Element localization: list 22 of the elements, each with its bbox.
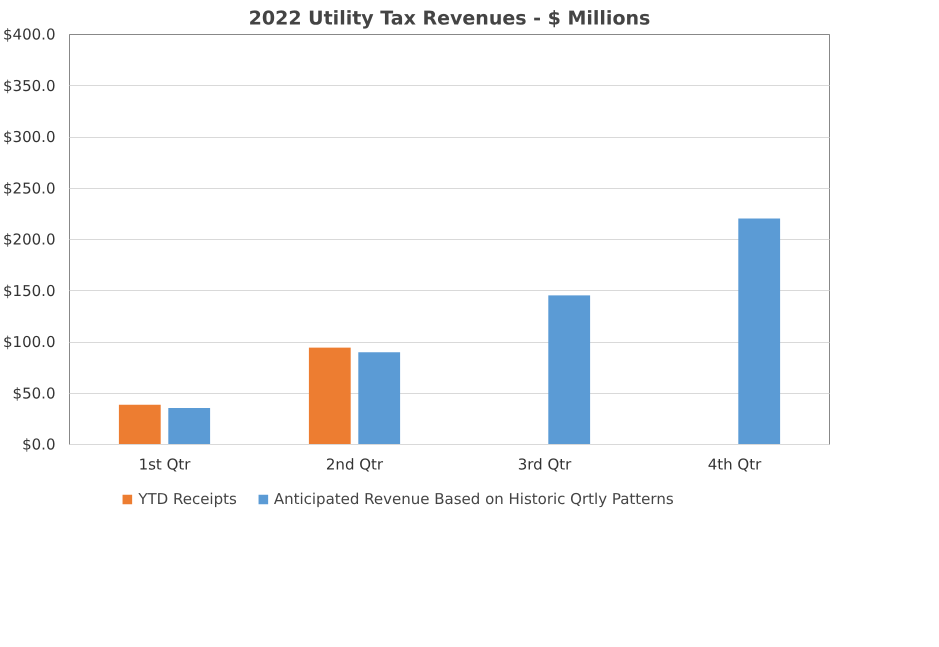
x-tick-label: 3rd Qtr: [518, 456, 572, 474]
x-tick-label: 1st Qtr: [138, 456, 192, 474]
y-tick-label: $50.0: [12, 384, 56, 402]
y-tick-label: $300.0: [3, 128, 56, 146]
bar: [118, 404, 161, 444]
y-tick-label: $0.0: [22, 436, 56, 454]
bar: [548, 295, 590, 444]
y-tick-label: $400.0: [3, 26, 56, 44]
legend-label: Anticipated Revenue Based on Historic Qrtly Patterns: [274, 490, 674, 508]
bar: [308, 348, 351, 444]
bar: [358, 352, 400, 444]
x-tick-label: 2nd Qtr: [326, 456, 384, 474]
bar: [168, 408, 210, 444]
y-tick-label: $350.0: [3, 76, 56, 95]
x-tick-label: 4th Qtr: [708, 456, 762, 474]
chart-title: 2022 Utility Tax Revenues - $ Millions: [248, 8, 650, 30]
y-tick-label: $100.0: [3, 333, 56, 351]
bar: [738, 218, 780, 444]
y-tick-label: $150.0: [3, 282, 56, 300]
y-tick-label: $250.0: [3, 179, 56, 198]
legend-label: YTD Receipts: [138, 490, 237, 508]
y-tick-label: $200.0: [3, 230, 56, 248]
